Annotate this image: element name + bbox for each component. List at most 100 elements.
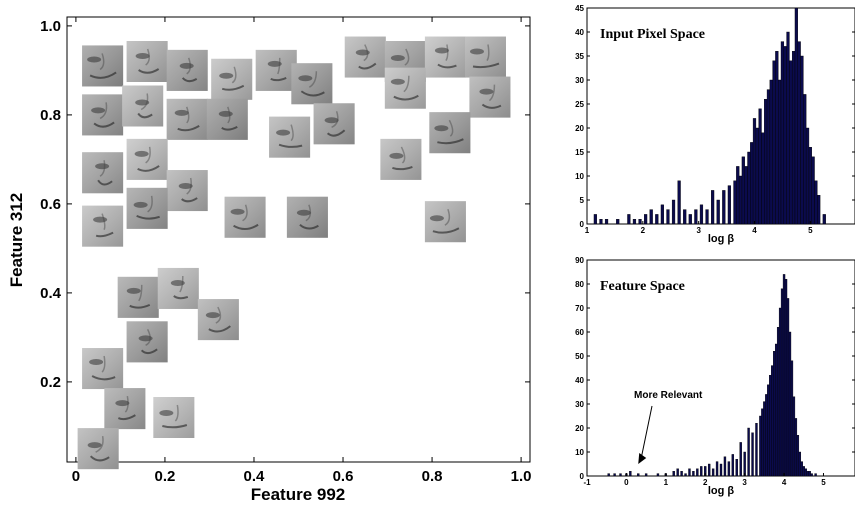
feature-space-bar <box>782 274 786 477</box>
face-thumbnail-point <box>82 152 124 194</box>
feature-space-bar <box>696 468 699 477</box>
feature-space-bar <box>765 394 768 477</box>
input-pixel-bar <box>733 180 737 225</box>
scatter-ytick-label: 0.4 <box>40 285 62 302</box>
input-pixel-bar <box>789 60 793 225</box>
input-pixel-xtick-label: 3 <box>696 226 701 235</box>
input-pixel-bar <box>694 209 698 225</box>
input-pixel-ytick-label: 40 <box>575 28 584 37</box>
feature-space-bar <box>619 473 622 477</box>
input-pixel-bar <box>800 55 804 225</box>
feature-space-bar <box>796 435 800 477</box>
feature-space-bar <box>688 468 691 477</box>
feature-space-bar <box>786 298 790 477</box>
feature-space-bar <box>804 468 807 477</box>
scatter-xtick-label: 0.6 <box>333 468 354 485</box>
face-thumbnail-point <box>104 388 146 430</box>
input-pixel-bar <box>778 79 782 225</box>
input-pixel-xtick-label: 1 <box>585 226 590 235</box>
face-thumbnail-point <box>117 276 159 318</box>
feature-space-bar <box>743 451 746 477</box>
feature-space-ytick-label: 40 <box>575 376 584 385</box>
input-pixel-bar <box>716 199 720 225</box>
input-pixel-bar <box>747 151 751 225</box>
input-pixel-bar <box>755 127 759 225</box>
input-pixel-bar <box>711 190 715 225</box>
feature-space-xtick-label: 2 <box>703 478 708 487</box>
input-pixel-ytick-label: 5 <box>580 196 585 205</box>
feature-space-bar <box>731 454 735 477</box>
input-pixel-bar <box>741 156 745 225</box>
input-pixel-ytick-label: 25 <box>575 100 584 109</box>
face-thumbnail-point <box>286 196 328 238</box>
input-pixel-bar <box>775 51 779 225</box>
more-relevant-annotation: More Relevant <box>634 390 703 401</box>
face-thumbnail-point <box>424 36 466 78</box>
feature-space-bar <box>759 415 762 477</box>
feature-space-bar <box>613 473 616 477</box>
feature-space-bar <box>778 307 782 477</box>
face-thumbnail-point <box>380 138 422 180</box>
input-pixel-ytick-label: 35 <box>575 52 584 61</box>
input-pixel-bar <box>705 209 709 225</box>
input-pixel-bar <box>766 89 771 225</box>
face-thumbnail-point <box>224 196 266 238</box>
feature-space-xtick-label: -1 <box>583 478 591 487</box>
feature-space-bar <box>808 471 811 477</box>
input-pixel-bar <box>822 214 826 225</box>
input-pixel-bar <box>644 214 648 225</box>
more-relevant-arrow <box>640 405 653 459</box>
feature-space-xtick-label: 0 <box>624 478 629 487</box>
feature-space-bar <box>814 473 817 477</box>
feature-space-bar <box>707 463 711 477</box>
input-pixel-xtick-label: 5 <box>808 226 813 235</box>
input-pixel-bar <box>677 180 681 225</box>
scatter-xtick-label: 0.8 <box>422 468 443 485</box>
input-pixel-bar <box>758 108 762 225</box>
scatter-ytick-label: 0.8 <box>40 107 61 124</box>
input-pixel-bar <box>814 180 818 225</box>
face-thumbnail-point <box>126 138 168 180</box>
input-pixel-ytick-label: 15 <box>575 148 584 157</box>
face-thumbnail-point <box>82 205 124 247</box>
input-pixel-bar <box>688 214 692 225</box>
scatter-ylabel: Feature 312 <box>7 193 26 288</box>
input-pixel-ytick-label: 30 <box>575 76 584 85</box>
input-pixel-bar <box>593 214 597 225</box>
face-thumbnail-point <box>126 321 168 363</box>
input-pixel-bar <box>660 204 664 225</box>
face-thumbnail-point <box>424 201 466 243</box>
face-thumbnail-point <box>157 267 199 309</box>
input-pixel-bar <box>649 209 653 225</box>
input-pixel-bar <box>744 166 748 225</box>
feature-space-bar <box>644 473 648 477</box>
input-pixel-bar <box>722 190 726 225</box>
feature-space-bar <box>794 418 798 477</box>
input-pixel-bar <box>638 218 642 225</box>
feature-space-bar <box>739 442 742 477</box>
feature-space-bar <box>788 331 792 477</box>
input-pixel-bar <box>632 218 637 225</box>
feature-space-xtick-label: 3 <box>742 478 747 487</box>
input-pixel-xtick-label: 2 <box>641 226 646 235</box>
scatter-xtick-label: 0 <box>72 468 80 485</box>
input-pixel-bar <box>655 214 659 225</box>
feature-space-bar <box>810 473 813 477</box>
face-thumbnail-point <box>211 58 253 100</box>
face-thumbnail-point <box>269 116 311 158</box>
input-pixel-bar <box>761 132 765 225</box>
input-pixel-bar <box>817 194 821 225</box>
face-thumbnail-point <box>255 49 297 91</box>
feature-space-bar <box>774 343 778 477</box>
feature-space-ytick-label: 30 <box>575 400 584 409</box>
input-pixel-ytick-label: 45 <box>575 4 584 13</box>
feature-space-bar <box>676 468 679 477</box>
feature-space-ytick-label: 60 <box>575 328 584 337</box>
face-thumbnail-point <box>82 348 124 390</box>
feature-space-bar <box>637 473 640 477</box>
input-pixel-ytick-label: 10 <box>575 172 584 181</box>
input-pixel-bar <box>803 94 807 225</box>
input-pixel-bar <box>752 118 757 225</box>
